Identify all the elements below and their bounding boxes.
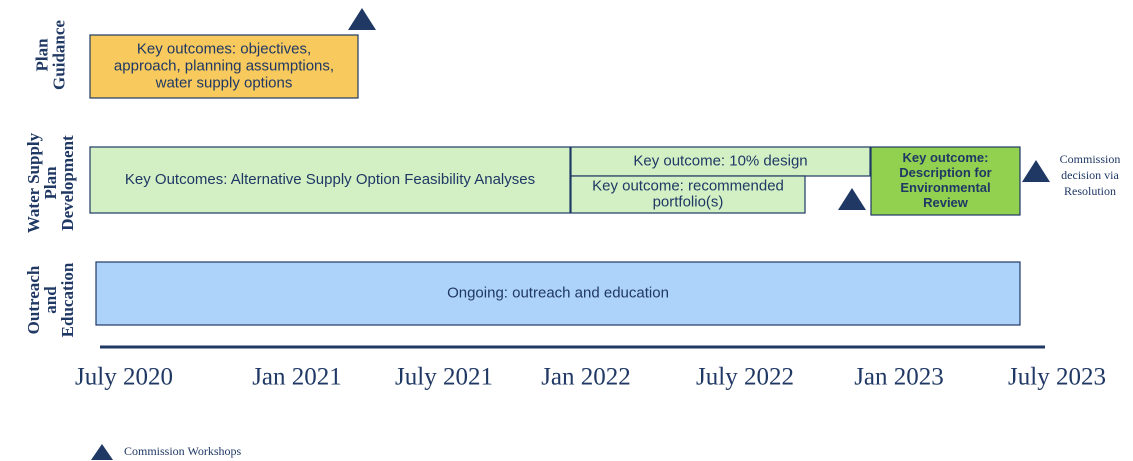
row-label: Development (58, 135, 77, 231)
timeline-label: Jan 2023 (854, 364, 944, 391)
row-label: Plan (32, 38, 51, 72)
box-text: Key outcome: recommended (592, 177, 784, 194)
row-label: and (41, 286, 60, 314)
box-text: Review (923, 195, 969, 210)
outcome-box (89, 34, 359, 99)
box-text: Key outcome: (903, 150, 989, 165)
timeline-label: July 2022 (696, 364, 794, 391)
annotation: Resolution (1064, 184, 1116, 198)
box-text: approach, planning assumptions, (114, 57, 334, 74)
annotation: Commission (1060, 152, 1121, 166)
timeline-label: Jan 2021 (252, 364, 342, 391)
outcome-box (89, 146, 571, 214)
outcome-box (95, 261, 1021, 326)
box-text: Description for (899, 165, 991, 180)
outcome-box (870, 146, 1021, 216)
outcome-box (570, 146, 871, 177)
workshop-marker (348, 8, 376, 30)
row-label: Education (58, 262, 77, 337)
row-label: Guidance (49, 20, 68, 90)
box-text: Environmental (900, 180, 990, 195)
box-text: water supply options (155, 74, 293, 91)
outcome-box (570, 175, 806, 214)
box-text: Ongoing: outreach and education (447, 284, 669, 301)
row-label: Plan (41, 166, 60, 200)
box-text: Key outcome: 10% design (633, 152, 807, 169)
workshop-marker (838, 188, 866, 210)
box-text: portfolio(s) (653, 193, 724, 210)
decision-marker (1022, 160, 1050, 182)
annotation: decision via (1061, 168, 1119, 182)
timeline-label: Jan 2022 (541, 364, 631, 391)
legend-marker (91, 444, 113, 460)
box-text: Key Outcomes: Alternative Supply Option … (125, 171, 535, 188)
legend-label: Commission Workshops (124, 444, 241, 458)
timeline-label: July 2023 (1008, 364, 1106, 391)
timeline-label: July 2020 (75, 364, 173, 391)
row-label: Water Supply (24, 132, 43, 233)
row-label: Outreach (24, 265, 43, 334)
box-text: Key outcomes: objectives, (137, 40, 311, 57)
timeline-label: July 2021 (395, 364, 493, 391)
